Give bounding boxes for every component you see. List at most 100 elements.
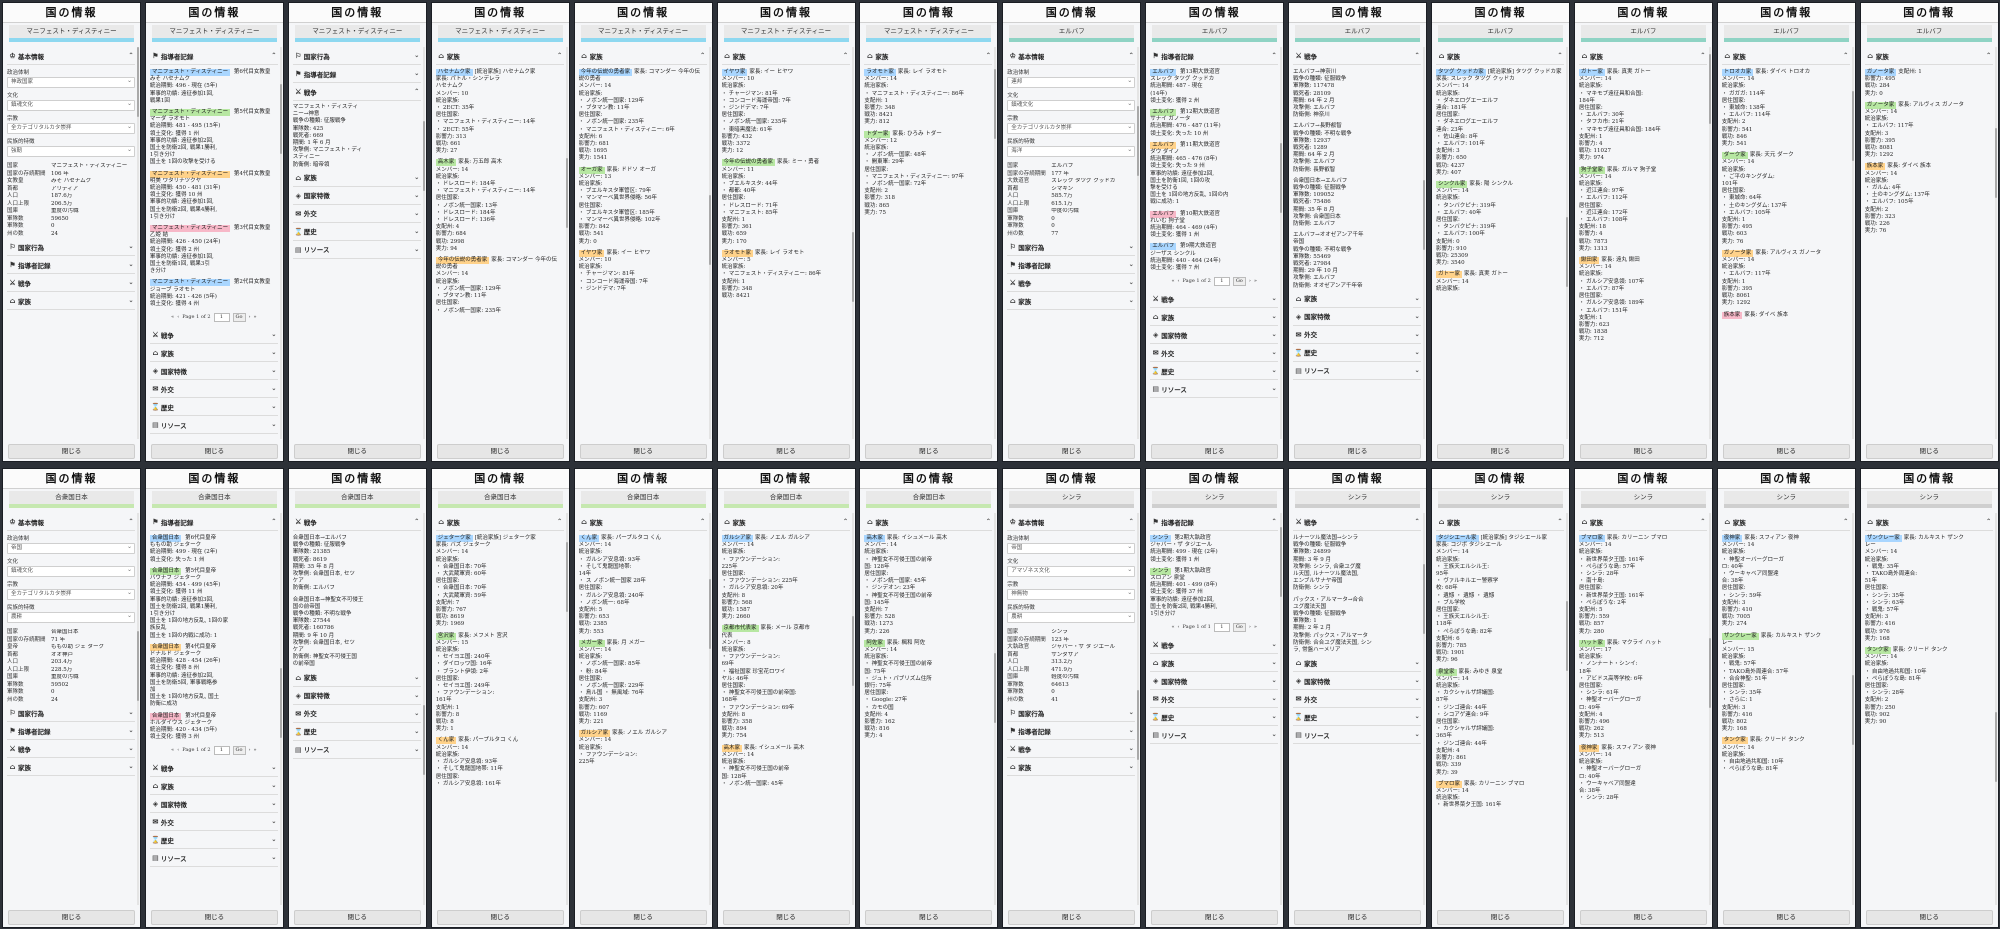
entry-tag[interactable]: シンクル家 [1436, 181, 1468, 189]
chevron-down-icon[interactable]: ⌄ [271, 764, 277, 772]
next-page-icon[interactable]: › [248, 747, 251, 754]
scrollbar-thumb[interactable] [1137, 106, 1140, 176]
section-family[interactable]: ⌂ 家族 ⌃ [864, 513, 993, 531]
section-resources[interactable]: ▤ リソース ⌄ [292, 741, 421, 759]
section-war[interactable]: ⚔ 戦争 ⌄ [149, 326, 278, 345]
close-button[interactable]: 閉じる [293, 910, 421, 925]
section-family[interactable]: ⌂ 家族 ⌄ [1150, 654, 1279, 673]
scrollbar-thumb[interactable] [422, 705, 425, 775]
chevron-down-icon[interactable]: ⌄ [271, 367, 277, 375]
close-button[interactable]: 閉じる [722, 910, 850, 925]
entry-tag[interactable]: ブマロ家 [1578, 535, 1605, 542]
select-govtype[interactable]: 神政国家 [7, 76, 135, 88]
chevron-down-icon[interactable]: ⌄ [1128, 727, 1134, 734]
select-religion[interactable]: 全カテゴリタルカタ崇拝 [1007, 122, 1136, 134]
scrollbar-thumb[interactable] [1566, 217, 1568, 287]
scrollbar-thumb[interactable] [1851, 91, 1854, 161]
chevron-down-icon[interactable]: ⌄ [128, 297, 134, 304]
section-basic[interactable]: ♔ 基本情報 ⌃ [1007, 47, 1136, 65]
last-page-icon[interactable]: » [1253, 624, 1257, 631]
scrollbar-thumb[interactable] [1851, 675, 1854, 745]
select-culture[interactable]: 鎮魂文化 [7, 565, 135, 577]
section-family[interactable]: ⌂ 家族 ⌄ [1150, 308, 1279, 327]
section-diplomacy[interactable]: ✉ 外交 ⌄ [149, 813, 278, 832]
section-family[interactable]: ⌂ 家族 ⌄ [1007, 758, 1136, 776]
chevron-up-icon[interactable]: ⌃ [700, 518, 706, 525]
section-diplomacy[interactable]: ✉ 外交 ⌄ [1150, 344, 1279, 363]
entry-tag[interactable]: 夜神家 [1721, 535, 1743, 542]
close-button[interactable]: 閉じる [579, 444, 707, 459]
scrollbar[interactable] [851, 513, 854, 905]
entry-tag[interactable]: シンラ [1150, 567, 1171, 575]
section-history[interactable]: ⌛ 歴史 ⌄ [1293, 708, 1422, 727]
scrollbar[interactable] [1280, 47, 1283, 439]
section-diplomacy[interactable]: ✉ 外交 ⌄ [1150, 690, 1279, 709]
section-policy[interactable]: ⚐ 国家行為 ⌄ [7, 704, 135, 722]
entry-tag[interactable]: シンラ [1150, 535, 1171, 542]
scrollbar-thumb[interactable] [1566, 601, 1568, 671]
chevron-up-icon[interactable]: ⌃ [1271, 52, 1277, 59]
chevron-up-icon[interactable]: ⌃ [985, 52, 991, 59]
entry-tag[interactable]: 族本家 [1864, 163, 1886, 171]
entry-tag[interactable]: ガノータ家 [1864, 69, 1897, 76]
chevron-down-icon[interactable]: ⌄ [414, 52, 420, 59]
close-button[interactable]: 閉じる [436, 444, 564, 459]
section-history[interactable]: ⌛ 歴史 ⌄ [292, 723, 421, 741]
scrollbar-thumb[interactable] [137, 631, 139, 701]
chevron-up-icon[interactable]: ⌃ [1414, 518, 1420, 525]
entry-tag[interactable]: エルバフ [1150, 210, 1177, 218]
last-page-icon[interactable]: » [253, 747, 257, 754]
page-number-input[interactable]: 1 [1213, 622, 1230, 632]
close-button[interactable]: 閉じる [1294, 910, 1422, 925]
entry-tag[interactable]: ガノータ家 [1721, 249, 1754, 257]
scrollbar-thumb[interactable] [851, 616, 854, 686]
section-traits[interactable]: ◈ 国家特徴 ⌄ [1293, 672, 1422, 691]
close-button[interactable]: 閉じる [1437, 444, 1564, 459]
chevron-down-icon[interactable]: ⌄ [414, 227, 420, 235]
prev-page-icon[interactable]: ‹ [1177, 624, 1180, 631]
section-guide[interactable]: ⚑ 指導者記録 ⌄ [292, 65, 421, 83]
scrollbar[interactable] [422, 513, 425, 905]
scrollbar-thumb[interactable] [708, 579, 711, 649]
chevron-down-icon[interactable]: ⌄ [1414, 330, 1420, 338]
entry-tag[interactable]: タツグ クッドカ家 [1436, 69, 1486, 76]
entry-tag[interactable]: 京都市代表家 [721, 625, 759, 633]
section-traits[interactable]: ◈ 国家特徴 ⌄ [1150, 672, 1279, 691]
entry-tag[interactable]: 今年の伝説の勇者家 [578, 69, 633, 76]
chevron-up-icon[interactable]: ⌃ [1986, 52, 1992, 59]
entry-tag[interactable]: イヤワ家 [721, 69, 748, 76]
chevron-up-icon[interactable]: ⌃ [414, 518, 420, 525]
select-govtype[interactable]: 帝国 [1007, 542, 1136, 554]
close-button[interactable]: 閉じる [865, 910, 993, 925]
entry-tag[interactable]: イヤワ家 [578, 249, 605, 257]
scrollbar-thumb[interactable] [279, 668, 282, 738]
chevron-up-icon[interactable]: ⌃ [1414, 52, 1420, 59]
scrollbar[interactable] [279, 47, 282, 439]
scrollbar[interactable] [565, 47, 568, 439]
entry-tag[interactable]: ハセナムク家 [435, 69, 473, 76]
entry-tag[interactable]: くん家 [435, 737, 457, 745]
select-culture[interactable]: 鎮魂文化 [7, 99, 135, 111]
chevron-up-icon[interactable]: ⌃ [1128, 518, 1134, 525]
section-family[interactable]: ⌂ 家族 ⌃ [1436, 47, 1564, 65]
chevron-down-icon[interactable]: ⌄ [128, 279, 134, 286]
chevron-down-icon[interactable]: ⌄ [271, 854, 277, 862]
section-history[interactable]: ⌛ 歴史 ⌄ [1150, 362, 1279, 381]
scrollbar[interactable] [1137, 513, 1140, 905]
next-page-icon[interactable]: › [1248, 624, 1251, 631]
section-family[interactable]: ⌂ 家族 ⌃ [864, 47, 993, 65]
scrollbar[interactable] [1566, 47, 1568, 439]
section-family[interactable]: ⌂ 家族 ⌄ [7, 758, 135, 776]
close-button[interactable]: 閉じる [1579, 910, 1707, 925]
section-war[interactable]: ⚔ 戦争 ⌃ [292, 83, 421, 101]
chevron-up-icon[interactable]: ⌃ [1843, 52, 1849, 59]
section-traits[interactable]: ◈ 国家特徴 ⌄ [1150, 326, 1279, 345]
section-family[interactable]: ⌂ 家族 ⌄ [292, 669, 421, 687]
select-religion[interactable]: 全カテゴリタルカタ崇拝 [7, 588, 135, 600]
section-basic[interactable]: ♔ 基本情報 ⌃ [7, 47, 135, 65]
close-button[interactable]: 閉じる [579, 910, 707, 925]
chevron-down-icon[interactable]: ⌄ [128, 745, 134, 752]
section-diplomacy[interactable]: ✉ 外交 ⌄ [292, 205, 421, 223]
entry-tag[interactable]: ブマロ家 [1436, 780, 1463, 788]
first-page-icon[interactable]: « [1171, 624, 1175, 631]
